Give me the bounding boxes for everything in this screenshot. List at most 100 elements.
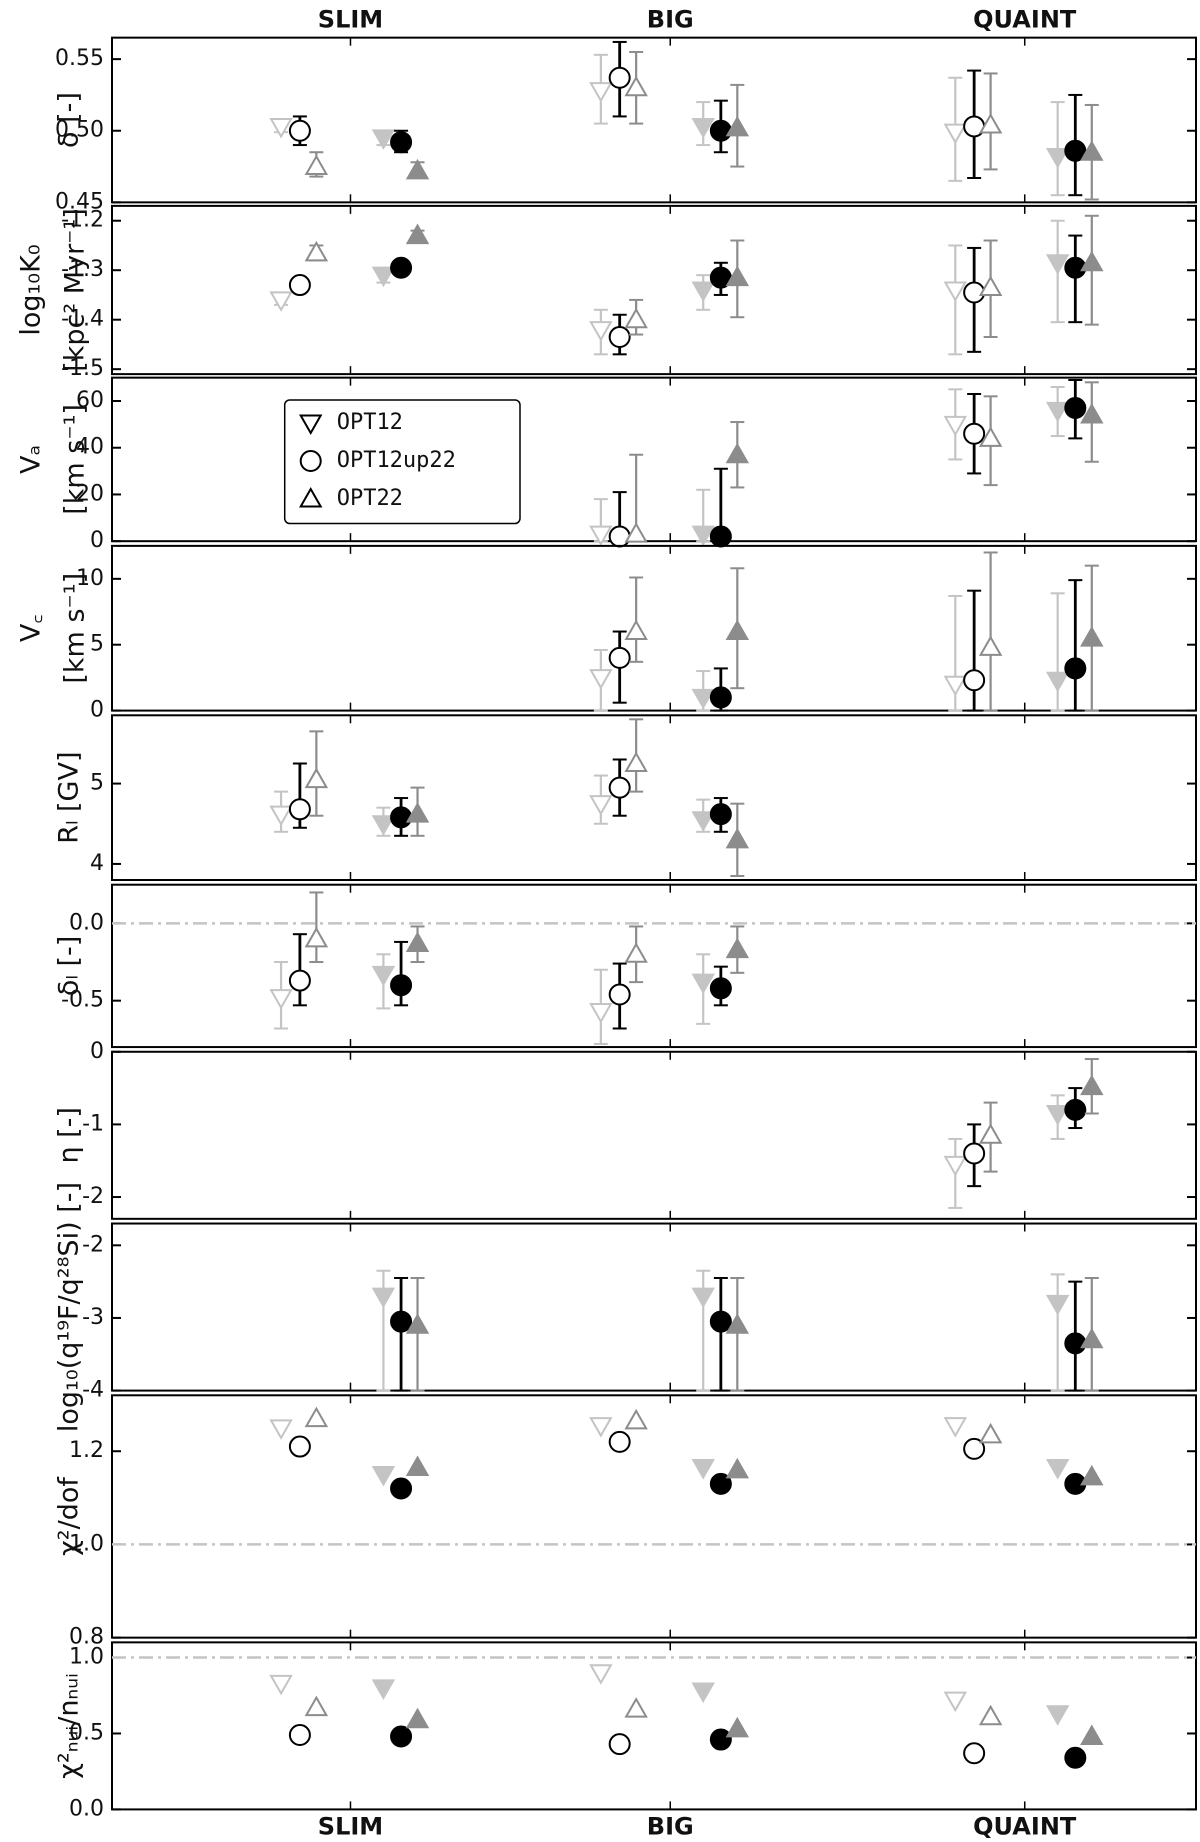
marker bbox=[589, 1003, 613, 1024]
marker bbox=[725, 442, 750, 464]
y-axis-label: [km s⁻¹] bbox=[60, 404, 91, 515]
marker bbox=[691, 1459, 715, 1480]
marker bbox=[608, 776, 631, 799]
marker bbox=[608, 66, 631, 89]
marker bbox=[371, 815, 396, 836]
marker bbox=[390, 131, 413, 154]
panel-frame bbox=[111, 36, 1197, 204]
marker bbox=[709, 977, 732, 1000]
marker bbox=[691, 973, 715, 995]
marker bbox=[978, 1422, 1003, 1444]
marker bbox=[624, 751, 648, 773]
marker bbox=[709, 1472, 732, 1495]
marker bbox=[269, 805, 293, 827]
marker bbox=[1080, 1464, 1104, 1486]
marker bbox=[624, 75, 648, 97]
marker bbox=[709, 1310, 732, 1333]
marker bbox=[1045, 1105, 1070, 1126]
marker bbox=[304, 1695, 329, 1717]
marker bbox=[1045, 671, 1070, 693]
y-axis-label: Rₗ [GV] bbox=[54, 751, 85, 843]
y-tick-label: 0.5 bbox=[69, 1720, 104, 1745]
marker bbox=[978, 112, 1003, 134]
panel-frame bbox=[111, 544, 1197, 712]
y-axis-label: log₁₀(q¹⁹F/q²⁸Si) [-] bbox=[54, 1182, 85, 1432]
marker bbox=[1064, 1746, 1087, 1769]
y-tick-label: 60 bbox=[76, 388, 104, 413]
y-tick-label: 0.8 bbox=[69, 1625, 104, 1650]
y-tick-label: -1.4 bbox=[61, 307, 104, 332]
legend: OPT12 OPT12up22 OPT22 bbox=[283, 399, 521, 525]
y-tick-label: -3 bbox=[82, 1305, 104, 1330]
y-tick-label: 0.50 bbox=[55, 118, 104, 143]
marker bbox=[725, 937, 750, 959]
marker bbox=[709, 525, 732, 548]
marker bbox=[1045, 1459, 1070, 1480]
marker bbox=[725, 1313, 750, 1334]
marker bbox=[608, 1733, 631, 1756]
marker bbox=[963, 422, 986, 445]
marker bbox=[390, 974, 413, 997]
marker bbox=[624, 619, 648, 641]
marker bbox=[405, 802, 430, 823]
y-axis-label: δ [-] bbox=[54, 92, 85, 148]
marker bbox=[298, 486, 323, 508]
y-tick-label: -1.3 bbox=[61, 257, 104, 282]
marker bbox=[691, 1682, 715, 1703]
y-tick-label: -1.5 bbox=[61, 356, 104, 381]
marker bbox=[978, 1704, 1003, 1726]
marker bbox=[589, 1664, 613, 1685]
marker bbox=[725, 619, 750, 641]
marker bbox=[943, 281, 968, 303]
marker bbox=[589, 669, 613, 690]
marker bbox=[304, 926, 329, 948]
marker bbox=[589, 321, 613, 342]
marker bbox=[1045, 401, 1070, 423]
marker bbox=[943, 675, 968, 697]
marker bbox=[1080, 250, 1104, 272]
marker bbox=[390, 806, 413, 829]
x-category-label: QUAINT bbox=[973, 6, 1077, 34]
marker bbox=[725, 1457, 750, 1479]
legend-box bbox=[283, 399, 521, 525]
marker bbox=[288, 274, 311, 297]
marker bbox=[1045, 254, 1070, 275]
marker bbox=[725, 265, 750, 287]
marker bbox=[691, 525, 715, 547]
y-tick-label: 20 bbox=[76, 481, 104, 506]
marker bbox=[963, 669, 986, 692]
marker bbox=[963, 1437, 986, 1460]
marker bbox=[624, 1697, 648, 1718]
y-tick-label: 0 bbox=[90, 528, 104, 553]
marker bbox=[371, 129, 396, 150]
y-tick-label: 0.55 bbox=[55, 46, 104, 71]
y-tick-label: 0.0 bbox=[69, 1796, 104, 1821]
marker bbox=[943, 1417, 968, 1438]
marker bbox=[371, 1287, 396, 1309]
marker bbox=[390, 1725, 413, 1748]
marker bbox=[608, 983, 631, 1006]
y-tick-label: -1 bbox=[82, 1111, 104, 1136]
marker bbox=[1064, 657, 1087, 680]
marker bbox=[405, 1313, 430, 1334]
marker bbox=[725, 827, 750, 849]
y-tick-label: 4 bbox=[90, 851, 104, 876]
marker bbox=[298, 414, 323, 436]
y-tick-label: -0.5 bbox=[61, 988, 104, 1013]
marker bbox=[691, 117, 715, 139]
marker bbox=[1045, 1294, 1070, 1316]
y-tick-label: 5 bbox=[90, 771, 104, 796]
legend-label: OPT22 bbox=[337, 486, 403, 511]
marker bbox=[405, 1707, 430, 1729]
y-axis-label: V꜀ bbox=[16, 614, 47, 642]
y-tick-label: -4 bbox=[82, 1378, 104, 1403]
marker bbox=[1080, 626, 1104, 647]
marker bbox=[691, 811, 715, 832]
marker bbox=[709, 803, 732, 826]
y-tick-label: 1.2 bbox=[69, 1438, 104, 1463]
marker bbox=[269, 291, 293, 312]
marker bbox=[589, 82, 613, 103]
legend-label: OPT12 bbox=[337, 410, 403, 435]
marker bbox=[589, 525, 613, 547]
